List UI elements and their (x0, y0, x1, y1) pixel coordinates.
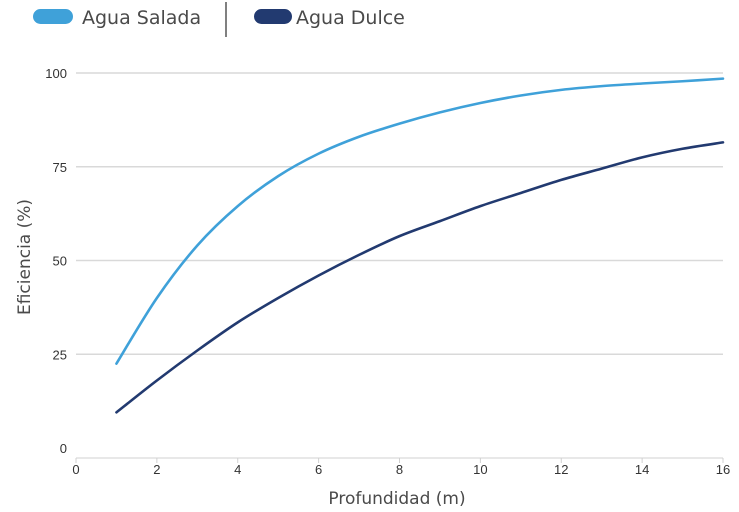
x-tick-label: 10 (473, 462, 487, 477)
x-tick-label: 4 (234, 462, 241, 477)
gridlines (76, 72, 723, 459)
y-tick-label: 75 (53, 160, 67, 175)
x-tick-label: 14 (635, 462, 649, 477)
series-layer (115, 77, 725, 414)
y-tick-label: 0 (60, 441, 67, 456)
y-tick-label: 25 (53, 347, 67, 362)
x-tick-label: 6 (315, 462, 322, 477)
legend-label-agua-dulce: Agua Dulce (296, 7, 405, 29)
x-tick-label: 16 (716, 462, 730, 477)
x-axis-title: Profundidad (m) (328, 489, 465, 509)
legend-label-agua-salada: Agua Salada (82, 7, 201, 29)
y-axis-ticks: 0 25 50 75 100 (45, 66, 67, 456)
legend-swatch-agua-dulce (254, 9, 292, 24)
y-axis-title: Eficiencia (%) (15, 199, 35, 315)
legend: Agua Salada Agua Dulce (33, 2, 405, 37)
x-tick-label: 12 (554, 462, 568, 477)
y-tick-label: 100 (45, 66, 67, 81)
series-line-agua-dulce (115, 141, 725, 414)
series-line-agua-salada (115, 77, 725, 365)
x-axis-ticks: 0 2 4 6 8 10 12 14 16 (72, 458, 730, 477)
y-tick-label: 50 (53, 254, 67, 269)
x-tick-label: 0 (72, 462, 79, 477)
x-tick-label: 8 (396, 462, 403, 477)
legend-swatch-agua-salada (33, 9, 73, 24)
x-tick-label: 2 (153, 462, 160, 477)
